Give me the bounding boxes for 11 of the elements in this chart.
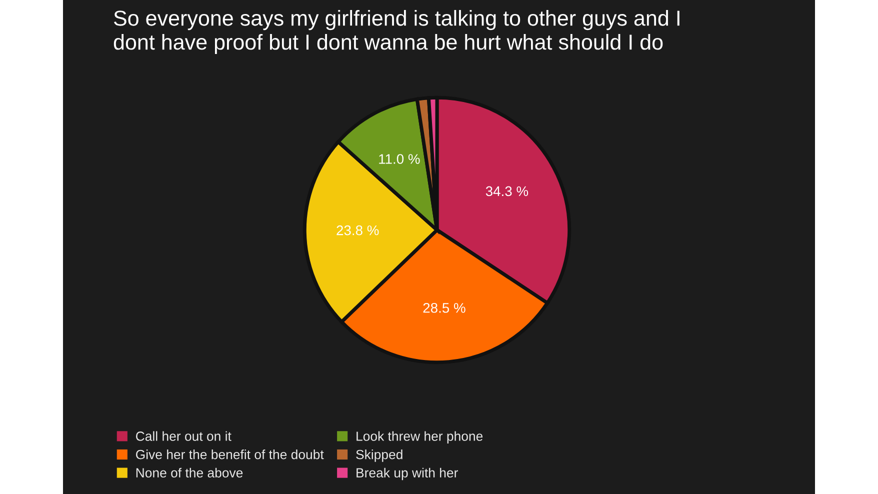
legend-label: None of the above	[136, 468, 243, 478]
data-label: 34.3 %	[486, 186, 528, 196]
legend-label: Skipped	[356, 450, 402, 462]
legend-label: Break up with her	[356, 468, 458, 480]
data-label: 28.5 %	[423, 302, 466, 313]
data-label: 11.0 %	[379, 154, 420, 164]
chart-title: So everyone says my girlfriend is talking to other guys and I dont have proof but I dont wanna be hurt what should I do	[114, 10, 680, 54]
legend-label: Give her the benefit of the doubt	[136, 450, 324, 460]
legend-label: Call her out on it	[136, 431, 232, 441]
legend-label: Look threw her phone	[356, 431, 483, 444]
data-label: 23.8 %	[336, 225, 379, 236]
